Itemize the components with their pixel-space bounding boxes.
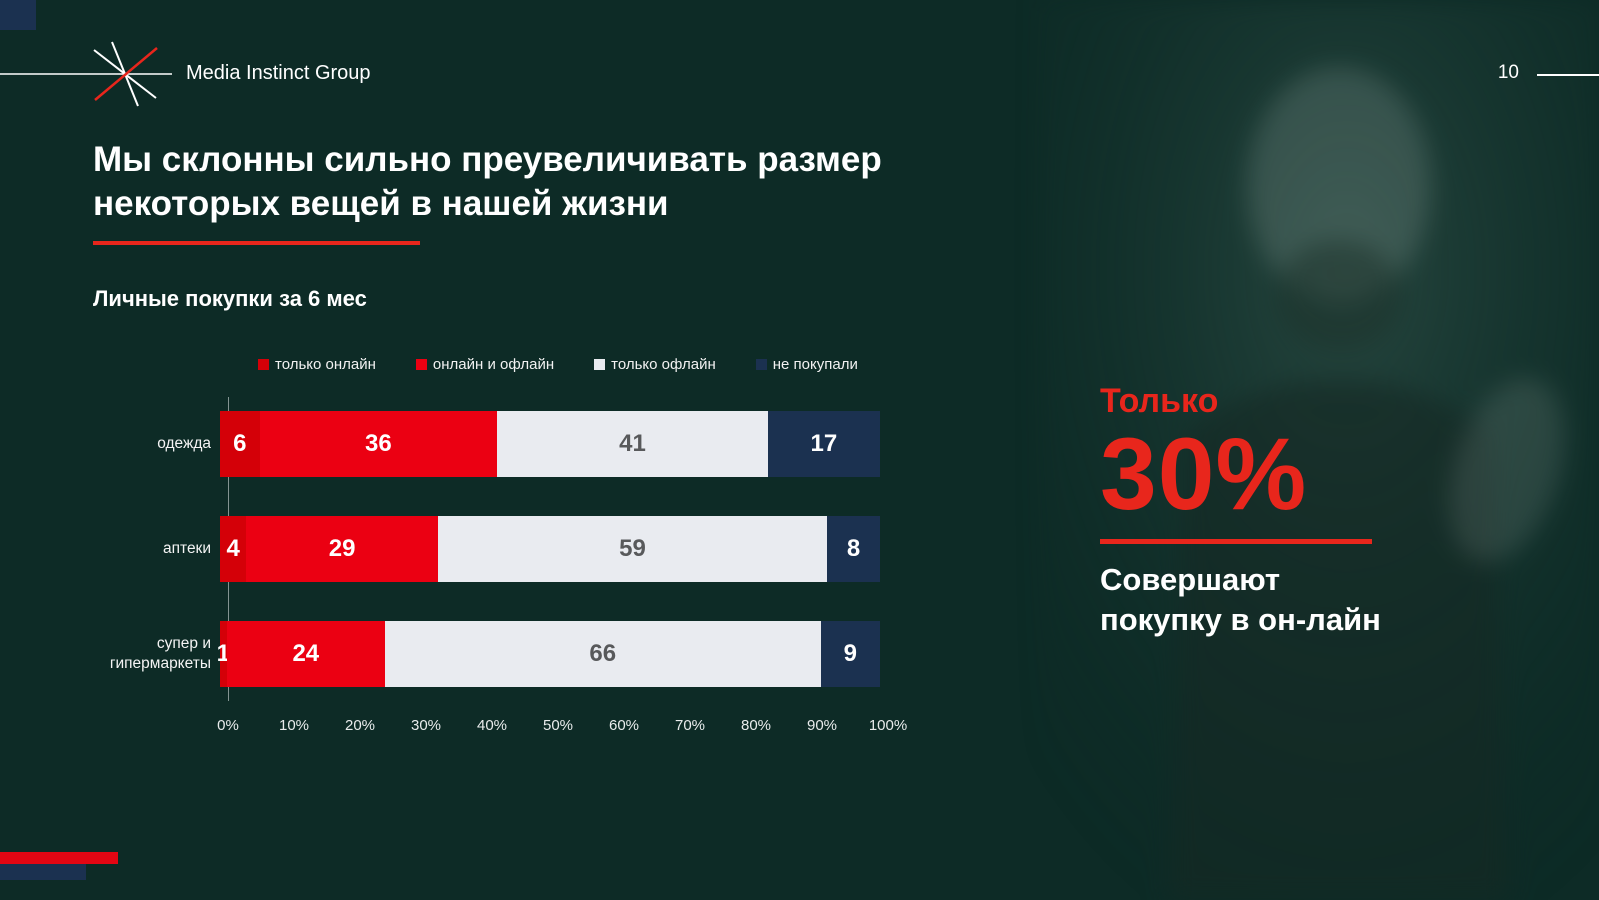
bar-category-label: супер и гипермаркеты xyxy=(109,634,211,672)
page-number: 10 xyxy=(1497,62,1519,83)
corner-accent xyxy=(0,0,36,30)
bar-segment: 8 xyxy=(827,516,880,582)
x-tick-label: 90% xyxy=(806,717,838,734)
title-underline xyxy=(93,241,420,245)
chart-legend: только онлайн онлайн и офлайн только офлай… xyxy=(258,356,903,373)
title-line-1: Мы склонны сильно преувеличивать размер xyxy=(93,140,882,179)
bar-row: одежда 6 36 41 17 xyxy=(93,411,888,477)
logo-star-icon xyxy=(0,41,172,107)
chart-plot: одежда 6 36 41 17 аптеки 4 29 59 8 супер и гипермар… xyxy=(93,397,888,701)
bar-segment: 36 xyxy=(259,411,498,477)
bar-segment: 6 xyxy=(220,411,260,477)
chart-rows: одежда 6 36 41 17 аптеки 4 29 59 8 супер и гипермар… xyxy=(93,411,888,687)
x-tick-label: 60% xyxy=(608,717,640,734)
x-tick-label: 80% xyxy=(740,717,772,734)
x-tick-label: 30% xyxy=(410,717,442,734)
stacked-bar-chart: только онлайн онлайн и офлайн только офлай… xyxy=(93,356,907,741)
x-tick-label: 70% xyxy=(674,717,706,734)
legend-label: только офлайн xyxy=(611,356,716,373)
title-line-2: некоторых вещей в нашей жизни xyxy=(93,184,669,224)
bar-value: 17 xyxy=(810,430,838,457)
bar-value: 29 xyxy=(328,535,356,562)
chart-title: Личные покупки за 6 мес xyxy=(93,286,367,311)
x-tick-label: 20% xyxy=(344,717,376,734)
legend-label: онлайн и офлайн xyxy=(432,356,555,373)
x-tick-label: 100% xyxy=(868,717,908,734)
bar-value: 6 xyxy=(233,430,247,457)
bar-value: 36 xyxy=(365,430,392,457)
bar-row: супер и гипермаркеты 1 24 66 9 xyxy=(93,621,888,687)
bar-value: 41 xyxy=(619,430,646,457)
legend-item: не покупали xyxy=(755,356,858,373)
x-tick-label: 10% xyxy=(278,717,310,734)
bottom-accent-navy xyxy=(0,864,86,880)
bar-value: 59 xyxy=(619,535,646,562)
bar-value: 9 xyxy=(843,640,857,667)
page-number-rule xyxy=(1537,74,1599,76)
bar-value: 66 xyxy=(589,640,617,667)
bar-segment: 24 xyxy=(226,621,385,687)
bar-row: аптеки 4 29 59 8 xyxy=(93,516,888,582)
legend-swatch-icon xyxy=(755,359,767,370)
callout-underline xyxy=(1100,539,1372,544)
callout: Только 30% Совершают покупку в он-лайн xyxy=(1100,382,1540,641)
legend-label: только онлайн xyxy=(275,356,376,373)
x-tick-label: 50% xyxy=(542,717,574,734)
legend-swatch-icon xyxy=(258,359,269,370)
callout-stat: 30% xyxy=(1100,417,1308,531)
legend-label: не покупали xyxy=(772,356,858,373)
bar-segment: 59 xyxy=(437,516,828,582)
bar-category-label: аптеки xyxy=(163,539,211,557)
legend-item: только офлайн xyxy=(594,356,716,373)
slide-title: Мы склонны сильно преувеличивать размер … xyxy=(93,138,882,227)
callout-kicker: Только xyxy=(1100,382,1219,420)
x-axis: 0% 10% 20% 30% 40% 50% 60% 70% 80% 90% 100% xyxy=(217,717,907,741)
bar-segment: 66 xyxy=(384,621,821,687)
bar-segment: 29 xyxy=(246,516,438,582)
bottom-accent-red xyxy=(0,852,118,864)
bar-track: 4 29 59 8 xyxy=(220,516,880,582)
bar-category-label: одежда xyxy=(157,434,211,452)
bar-segment: 1 xyxy=(217,621,230,687)
bar-segment: 4 xyxy=(220,516,247,582)
bar-value: 4 xyxy=(226,535,240,562)
legend-swatch-icon xyxy=(594,359,606,370)
callout-description-line-2: покупку в он-лайн xyxy=(1100,602,1381,638)
bar-value: 8 xyxy=(846,535,861,562)
bar-segment: 41 xyxy=(497,411,768,477)
bar-segment: 17 xyxy=(767,411,880,477)
logo xyxy=(0,38,178,115)
callout-description: Совершают покупку в он-лайн xyxy=(1100,560,1540,641)
brand-name: Media Instinct Group xyxy=(186,62,371,84)
x-tick-label: 40% xyxy=(476,717,508,734)
bar-track: 1 24 66 9 xyxy=(217,621,880,687)
x-tick-label: 0% xyxy=(217,717,239,734)
callout-description-line-1: Совершают xyxy=(1100,562,1281,597)
bar-value: 24 xyxy=(292,640,320,667)
bar-segment: 9 xyxy=(820,621,880,687)
legend-item: онлайн и офлайн xyxy=(415,356,555,373)
legend-item: только онлайн xyxy=(258,356,376,373)
bar-track: 6 36 41 17 xyxy=(220,411,880,477)
legend-swatch-icon xyxy=(415,359,427,370)
